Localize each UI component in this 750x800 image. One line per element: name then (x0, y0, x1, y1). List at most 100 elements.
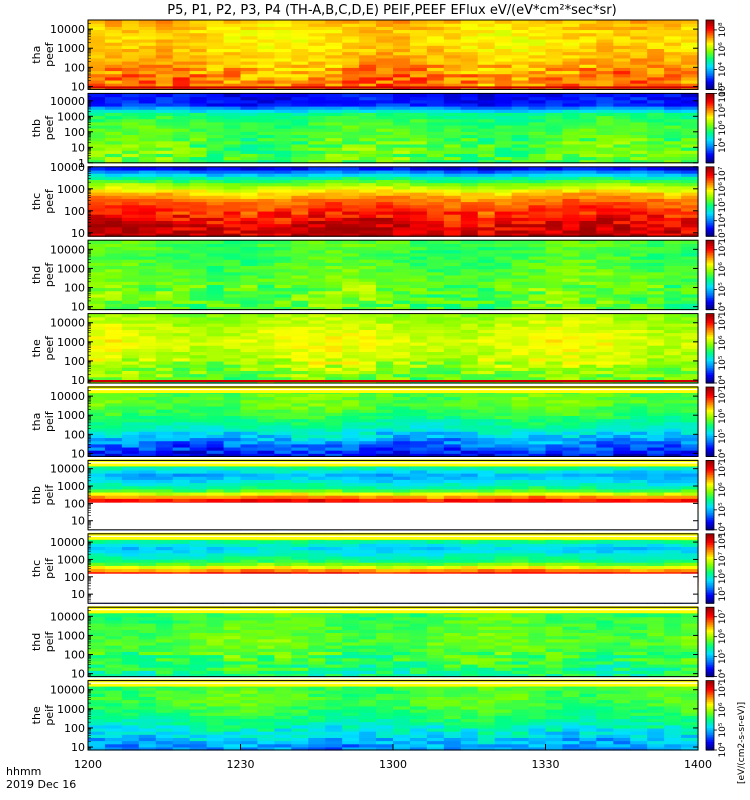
heatmap-cell (88, 102, 106, 107)
heatmap-cell (189, 70, 208, 75)
heatmap-cell (257, 351, 275, 356)
heatmap-cell (511, 281, 530, 285)
heatmap-cell (647, 450, 665, 454)
colorbar-segment (706, 264, 714, 267)
heatmap-cell (206, 140, 225, 145)
heatmap-cell (121, 156, 140, 161)
heatmap-cell (121, 159, 140, 164)
heatmap-cell (138, 140, 157, 145)
heatmap-cell (494, 229, 513, 234)
heatmap-cell (138, 153, 157, 158)
heatmap-cell (511, 93, 530, 98)
heatmap-cell (359, 313, 377, 318)
heatmap-cell (257, 281, 275, 285)
heatmap-cell (257, 210, 275, 215)
heatmap-cell (121, 300, 140, 304)
heatmap-cell (426, 192, 445, 196)
heatmap-cell (393, 434, 411, 439)
heatmap-cell (155, 262, 174, 267)
heatmap-cell (477, 67, 496, 72)
heatmap-cell (681, 229, 699, 234)
heatmap-cell (681, 102, 699, 107)
heatmap-cell (664, 192, 682, 196)
heatmap-cell (257, 195, 275, 199)
y-tick-label: 100 (64, 355, 85, 368)
heatmap-cell (121, 421, 140, 426)
heatmap-cell (121, 271, 140, 276)
heatmap-cell (528, 431, 547, 435)
heatmap-cell (359, 446, 377, 451)
heatmap-cell (121, 293, 140, 298)
heatmap-cell (681, 207, 699, 212)
heatmap-cell (359, 360, 377, 365)
heatmap-cell (426, 35, 445, 40)
heatmap-cell (664, 446, 682, 451)
heatmap-cell (257, 99, 275, 104)
heatmap-cell (240, 290, 259, 295)
heatmap-cell (138, 185, 157, 190)
heatmap-cell (206, 424, 225, 429)
heatmap-cell (121, 367, 140, 371)
heatmap-cell (308, 45, 326, 49)
heatmap-cell (393, 118, 411, 123)
heatmap-cell (409, 415, 428, 420)
heatmap-cell (545, 249, 564, 254)
heatmap-cell (308, 341, 326, 346)
heatmap-cell (223, 367, 242, 371)
heatmap-cell (359, 143, 377, 148)
heatmap-cell (155, 303, 174, 308)
heatmap-cell (443, 42, 462, 46)
heatmap-cell (596, 284, 614, 289)
heatmap-cell (664, 229, 682, 234)
heatmap-cell (596, 150, 614, 154)
heatmap-cell (172, 45, 191, 49)
heatmap-cell (511, 284, 530, 289)
heatmap-cell (172, 323, 191, 327)
heatmap-cell (104, 124, 123, 129)
heatmap-cell (681, 335, 699, 340)
heatmap-cell (172, 265, 191, 270)
heatmap-cell (325, 61, 343, 65)
heatmap-cell (223, 332, 242, 337)
heatmap-cell (138, 121, 157, 126)
heatmap-cell (409, 281, 428, 285)
heatmap-cell (494, 293, 513, 298)
heatmap-cell (155, 83, 174, 87)
heatmap-cell (613, 412, 631, 416)
heatmap-cell (121, 360, 140, 365)
heatmap-cell (206, 370, 225, 375)
heatmap-cell (647, 243, 665, 248)
heatmap-cell (528, 345, 547, 349)
heatmap-cell (308, 20, 326, 24)
heatmap-cell (291, 93, 309, 98)
heatmap-cell (443, 290, 462, 295)
heatmap-cell (274, 67, 292, 72)
heatmap-cell (257, 182, 275, 187)
heatmap-cell (88, 210, 106, 215)
heatmap-cell (545, 112, 564, 117)
heatmap-cell (426, 29, 445, 34)
heatmap-cell (223, 287, 242, 292)
heatmap-cell (494, 121, 513, 126)
heatmap-cell (138, 246, 157, 251)
heatmap-cell (426, 323, 445, 327)
heatmap-cell (460, 182, 479, 187)
heatmap-cell (528, 83, 547, 87)
heatmap-cell (138, 26, 157, 31)
heatmap-cell (359, 67, 377, 72)
heatmap-cell (121, 450, 140, 454)
heatmap-cell (681, 156, 699, 161)
heatmap-cell (528, 450, 547, 454)
heatmap-cell (240, 306, 259, 311)
heatmap-cell (613, 192, 631, 196)
heatmap-cell (596, 364, 614, 368)
heatmap-cell (426, 204, 445, 209)
heatmap-cell (155, 255, 174, 260)
heatmap-cell (647, 64, 665, 68)
heatmap-cell (647, 443, 665, 448)
heatmap-cell (88, 281, 106, 285)
heatmap-cell (206, 316, 225, 321)
heatmap-cell (426, 268, 445, 273)
heatmap-cell (460, 243, 479, 248)
colorbar-segment (706, 369, 714, 372)
